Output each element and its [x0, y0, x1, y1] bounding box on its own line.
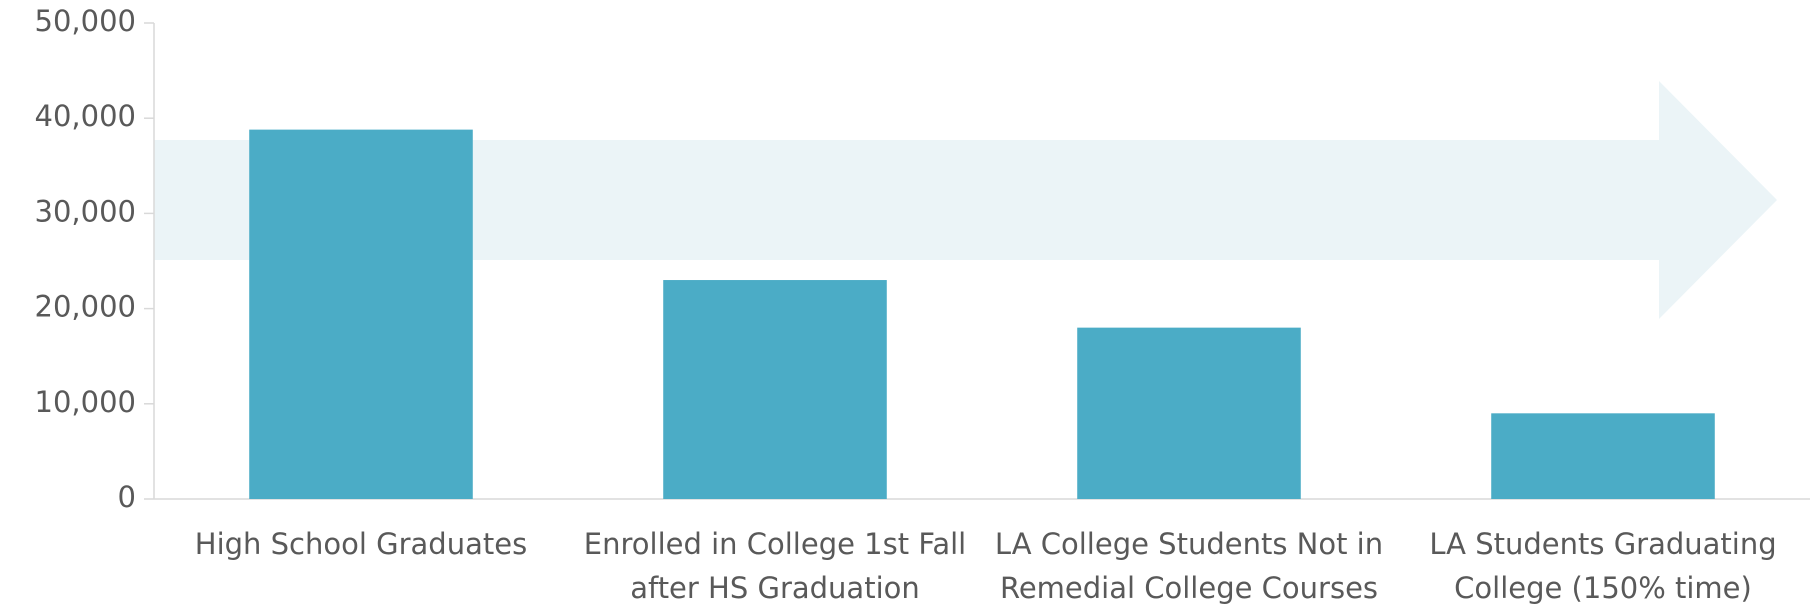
x-tick-label: High School Graduates [194, 527, 528, 561]
y-tick-label: 10,000 [35, 385, 136, 419]
y-tick-label: 20,000 [35, 290, 136, 324]
x-tick-label: Enrolled in College 1st Fall after HS Gr… [583, 527, 967, 605]
y-tick-label: 50,000 [35, 4, 136, 38]
y-tick-label: 40,000 [35, 99, 136, 133]
x-tick-label: LA College Students Not in Remedial Coll… [994, 527, 1384, 605]
y-tick-label: 0 [118, 480, 136, 514]
y-tick-label: 30,000 [35, 194, 136, 228]
bar [249, 129, 473, 499]
background-arrow [154, 81, 1777, 319]
x-tick-label: LA Students Graduating College (150% tim… [1429, 527, 1777, 605]
bar [1491, 413, 1715, 499]
bar [1077, 327, 1301, 499]
bar [663, 280, 887, 499]
